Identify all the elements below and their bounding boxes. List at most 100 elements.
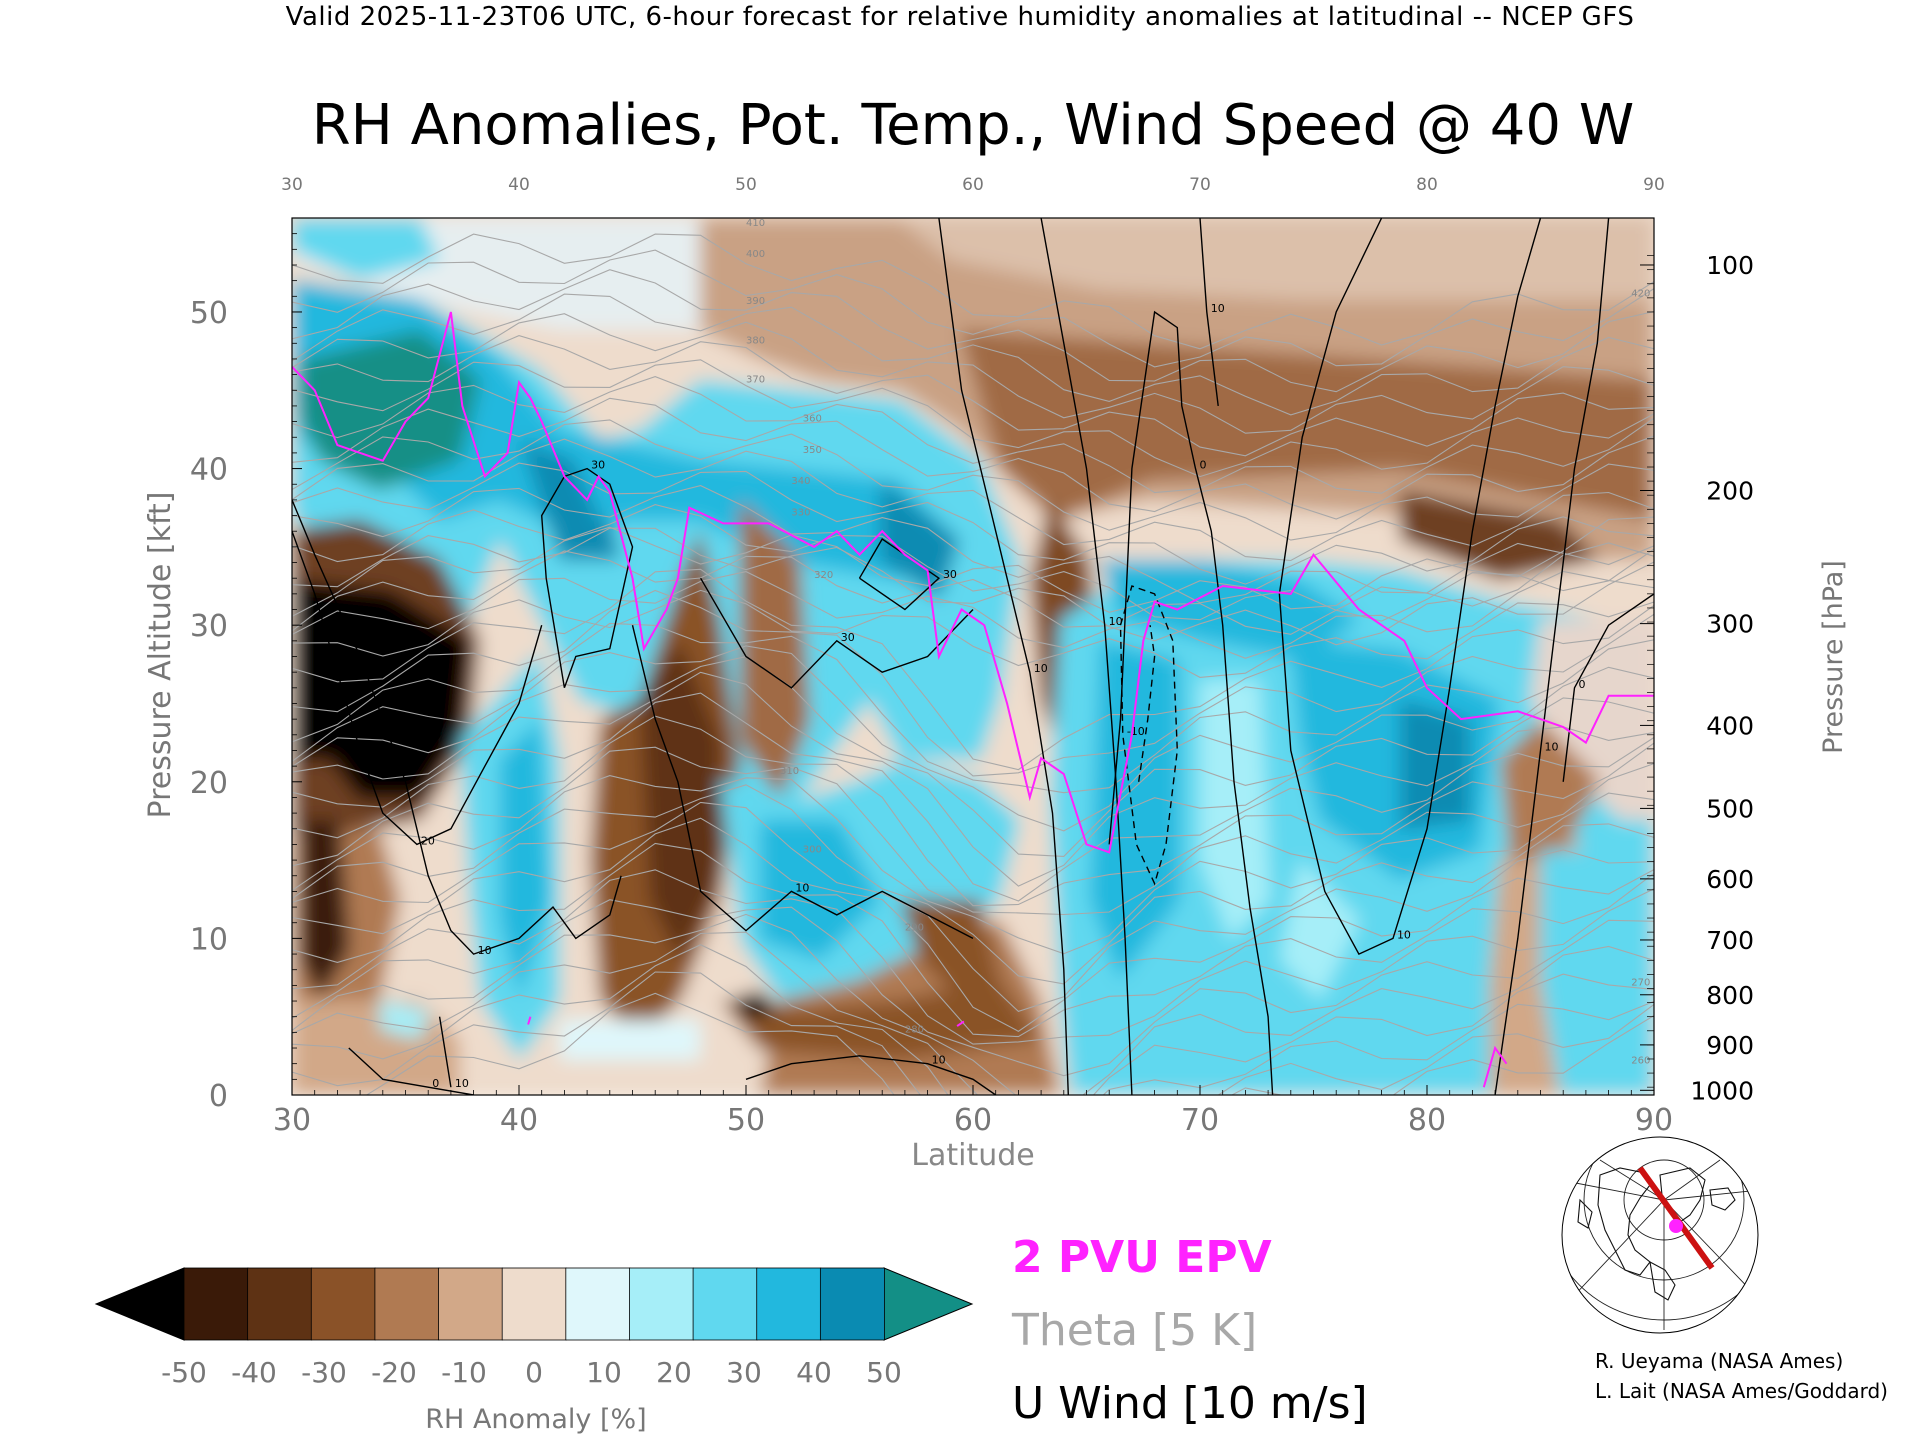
epv-2pvu-contour bbox=[292, 311, 1654, 1088]
wind-contour-label: 20 bbox=[421, 834, 435, 847]
wind-contour-line bbox=[858, 537, 941, 611]
theta-contour-line bbox=[292, 784, 1654, 985]
colorbar-swatch bbox=[565, 1267, 631, 1341]
theta-contour-line bbox=[292, 438, 1654, 562]
y-tick-label: 30 bbox=[190, 609, 228, 644]
x-tick-label: 30 bbox=[273, 1103, 311, 1138]
y-tick-label: 10 bbox=[190, 922, 228, 957]
x-top-tick-label: 90 bbox=[1643, 175, 1665, 195]
pressure-tick-label: 100 bbox=[1706, 251, 1754, 280]
pressure-tick-label: 300 bbox=[1706, 610, 1754, 639]
theta-contour-line bbox=[292, 462, 1654, 585]
chart-title: RH Anomalies, Pot. Temp., Wind Speed @ 4… bbox=[312, 93, 1634, 158]
theta-contour-line bbox=[292, 715, 1654, 907]
epv-2pvu-segment bbox=[956, 1020, 965, 1027]
colorbar-swatch bbox=[629, 1267, 694, 1341]
colorbar-over-arrow bbox=[883, 1267, 974, 1341]
pressure-tick-label: 500 bbox=[1706, 794, 1754, 823]
wind-contour-label: 0 bbox=[432, 1077, 439, 1090]
x-axis-top: 30 40 50 60 70 80 90 bbox=[281, 175, 1665, 195]
theta-contour-label: 360 bbox=[803, 414, 822, 425]
theta-contour-label: 280 bbox=[905, 1024, 924, 1035]
theta-contour-line bbox=[292, 971, 1654, 1095]
epv-2pvu-line bbox=[292, 311, 1654, 854]
theta-contour-line bbox=[292, 622, 1654, 794]
pressure-tick-label: 900 bbox=[1706, 1031, 1754, 1060]
colorbar-tick-label: 50 bbox=[866, 1356, 902, 1389]
wind-contour-label: 30 bbox=[841, 631, 855, 644]
colorbar-tick-label: 0 bbox=[525, 1356, 543, 1389]
y-axis-label-left: Pressure Altitude [kft] bbox=[143, 492, 178, 819]
y-tick-label: 0 bbox=[209, 1079, 228, 1114]
colorbar-swatch bbox=[501, 1267, 567, 1341]
wind-contour-label: 0 bbox=[1199, 459, 1206, 472]
x-top-tick-label: 70 bbox=[1189, 175, 1211, 195]
epv-2pvu-segment bbox=[527, 1016, 532, 1025]
theta-contour-label: 390 bbox=[746, 296, 765, 307]
theta-contour-line bbox=[292, 269, 1654, 393]
globe-map-icon bbox=[1558, 1136, 1759, 1334]
theta-contour-line bbox=[292, 589, 1654, 777]
credit-line-2: L. Lait (NASA Ames/Goddard) bbox=[1595, 1379, 1888, 1403]
x-top-tick-label: 40 bbox=[508, 175, 530, 195]
colorbar-tick-label: 30 bbox=[726, 1356, 762, 1389]
legend-wind: U Wind [10 m/s] bbox=[1012, 1378, 1368, 1429]
colorbar-swatch bbox=[438, 1267, 504, 1341]
x-top-tick-label: 50 bbox=[735, 175, 757, 195]
wind-contour-line bbox=[745, 1055, 997, 1095]
theta-contour-line bbox=[292, 842, 1654, 1038]
theta-contour-label: 300 bbox=[803, 844, 822, 855]
theta-contour-line bbox=[292, 419, 1654, 541]
pressure-tick-label: 600 bbox=[1706, 865, 1754, 894]
theta-contour-line bbox=[292, 504, 1654, 622]
theta-contour-label: 350 bbox=[803, 445, 822, 456]
wind-contour-line bbox=[438, 1016, 452, 1088]
legend-theta: Theta [5 K] bbox=[1011, 1305, 1257, 1356]
wind-contour-dashed bbox=[1119, 585, 1179, 886]
y-axis-left: 0 10 20 30 40 50 bbox=[190, 233, 302, 1114]
wind-contour-line bbox=[1278, 218, 1542, 956]
y-axis-label-right: Pressure [hPa] bbox=[1818, 560, 1849, 754]
pressure-tick-label: 1000 bbox=[1690, 1076, 1754, 1105]
x-tick-label: 50 bbox=[727, 1103, 765, 1138]
theta-contour-line bbox=[292, 313, 1654, 434]
theta-contour-line bbox=[292, 527, 1654, 646]
colorbar-label: RH Anomaly [%] bbox=[425, 1404, 646, 1435]
theta-contour-line bbox=[292, 335, 1654, 457]
theta-contour-line bbox=[292, 869, 1654, 1045]
theta-contour-label: 260 bbox=[1631, 1056, 1650, 1067]
wind-contour-line bbox=[1494, 218, 1610, 1095]
theta-contour-line bbox=[292, 801, 1654, 1013]
wind-contour-label: 10 bbox=[1397, 928, 1411, 941]
y-axis-right: 100 200 300 400 500 600 700 800 900 1000 bbox=[1640, 251, 1754, 1105]
x-top-tick-label: 60 bbox=[962, 175, 984, 195]
theta-contour-line bbox=[365, 992, 1654, 1095]
theta-contour-label: 320 bbox=[814, 570, 833, 581]
theta-contour-line bbox=[292, 817, 1654, 1032]
theta-contour-line bbox=[292, 293, 1654, 416]
x-tick-label: 40 bbox=[500, 1103, 538, 1138]
wind-contour-line bbox=[1199, 218, 1219, 406]
wind-contours: 10 30 30 10 20 10 30 10 10 0 10 10 10 0 10 0 -10 bbox=[292, 218, 1654, 1095]
colorbar-under-arrow bbox=[94, 1267, 185, 1341]
legend: 2 PVU EPV Theta [5 K] U Wind [10 m/s] bbox=[1011, 1232, 1368, 1429]
wind-contour-label: 10 bbox=[455, 1077, 469, 1090]
colorbar-tick-label: -10 bbox=[441, 1356, 487, 1389]
x-tick-label: 70 bbox=[1181, 1103, 1219, 1138]
wind-contour-label: 30 bbox=[591, 459, 605, 472]
colorbar-tick-label: 20 bbox=[656, 1356, 692, 1389]
theta-contour-line bbox=[292, 589, 1654, 678]
x-tick-label: 60 bbox=[954, 1103, 992, 1138]
colorbar-swatch bbox=[756, 1267, 822, 1341]
theta-contour-line bbox=[292, 899, 1654, 1077]
colorbar-swatch bbox=[310, 1267, 376, 1341]
colorbar-swatch bbox=[819, 1267, 885, 1341]
credit-line-1: R. Ueyama (NASA Ames) bbox=[1595, 1349, 1843, 1373]
x-tick-label: 80 bbox=[1408, 1103, 1446, 1138]
theta-contour-line bbox=[292, 397, 1654, 520]
wind-contour-line bbox=[1562, 593, 1654, 782]
y-tick-label: 20 bbox=[190, 766, 228, 801]
y-tick-label: 50 bbox=[190, 296, 228, 331]
x-axis-label: Latitude bbox=[911, 1138, 1034, 1173]
pressure-tick-label: 200 bbox=[1706, 476, 1754, 505]
